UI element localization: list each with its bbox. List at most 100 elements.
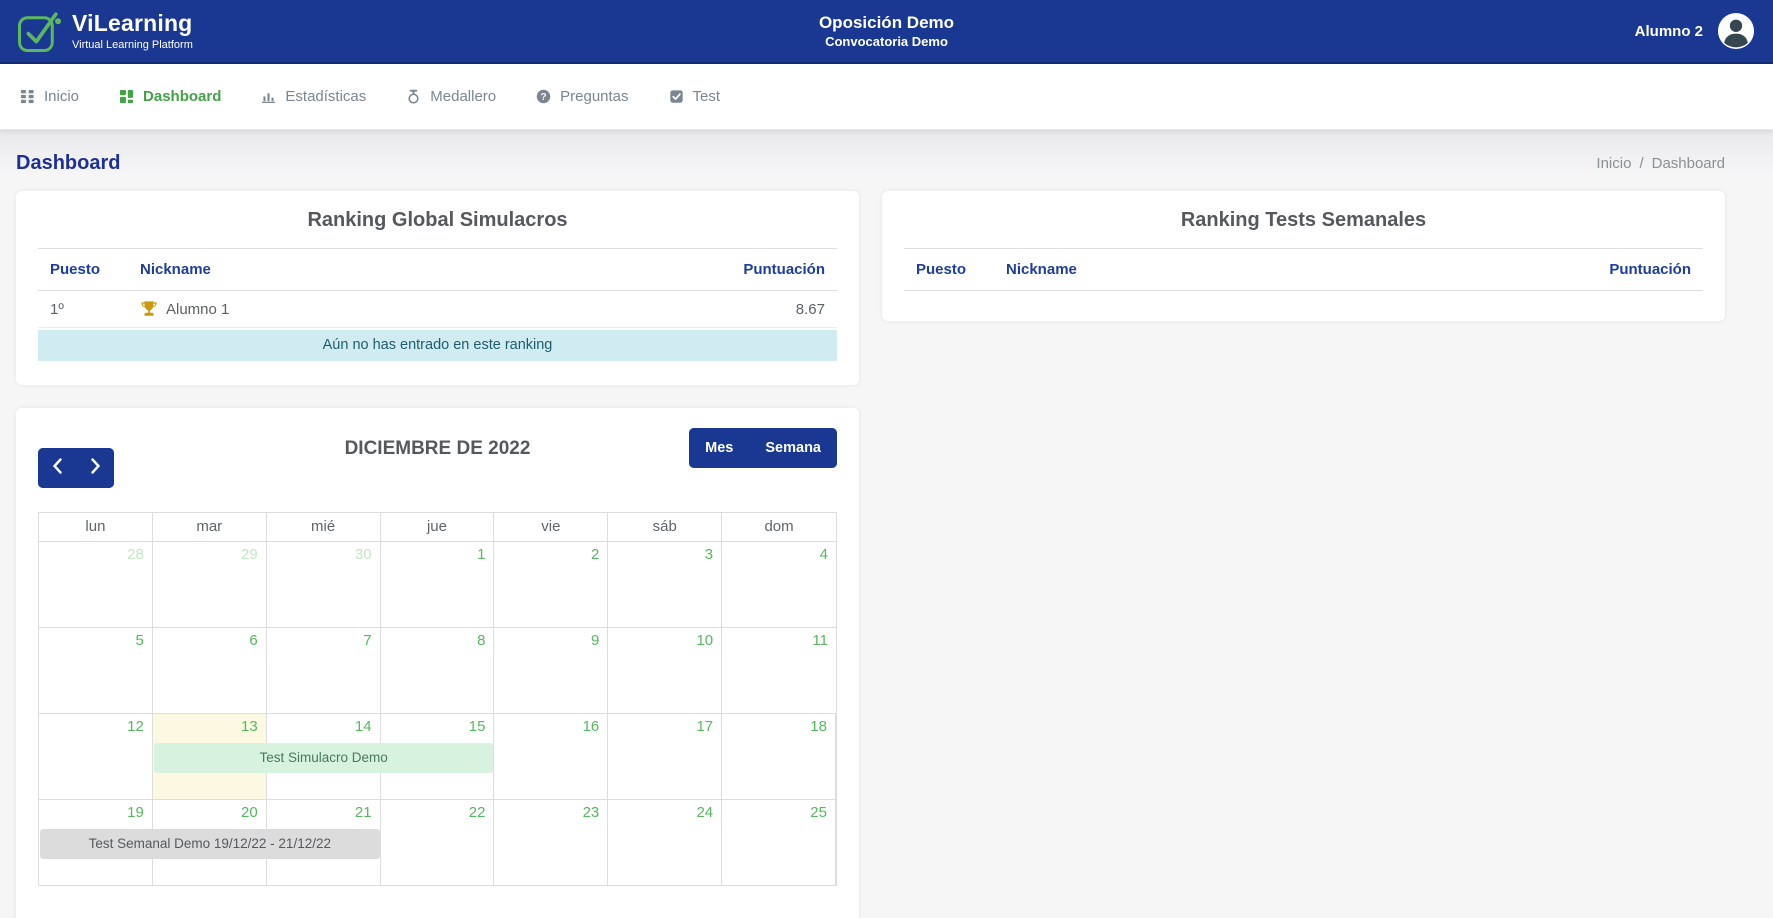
calendar-day-header: sáb [608,513,723,541]
user-name: Alumno 2 [1634,22,1703,40]
calendar-prev-button[interactable] [38,448,76,488]
breadcrumb-separator: / [1639,155,1644,172]
calendar-month-title: DICIEMBRE DE 2022 [344,438,531,459]
calendar-day-cell[interactable]: 10 [608,628,723,713]
ranking-global-title: Ranking Global Simulacros [307,209,568,231]
chevron-left-icon [52,458,63,478]
calendar-day-header: lun [39,513,153,541]
column-header-puesto: Puesto [904,248,994,291]
day-number: 2 [590,546,600,563]
breadcrumb-inicio[interactable]: Inicio [1596,155,1632,172]
puntuacion-cell: 8.67 [494,290,837,328]
nav-item-medallero[interactable]: Medallero [406,88,496,105]
calendar-day-cell[interactable]: 25 [722,800,836,885]
nav-item-dashboard[interactable]: Dashboard [119,88,221,105]
nickname-cell: Alumno 1 [128,290,495,328]
user-avatar-icon[interactable] [1717,12,1755,50]
day-number: 1 [477,546,486,563]
nav-item-preguntas[interactable]: ? Preguntas [536,88,629,105]
day-number: 7 [363,632,372,649]
table-row: 1º Alumno 1 8.67 [38,290,837,328]
nav-item-estadisticas[interactable]: Estadísticas [261,88,366,105]
day-number: 19 [127,804,144,821]
day-number: 6 [249,632,258,649]
check-square-icon [669,89,684,104]
day-number: 12 [127,718,144,735]
nav-item-label: Medallero [430,88,497,105]
calendar-day-cell[interactable]: 3 [608,542,723,627]
grid-icon [20,89,35,104]
calendar-week-row: 28 29 30 1 2 3 4 [39,541,836,627]
column-header-nickname: Nickname [994,248,1330,291]
day-number: 18 [810,718,827,735]
calendar-week-row: 12 13 14 15 16 17 18 Test Simulacro Demo [39,713,836,799]
nav-item-test[interactable]: Test [669,88,720,105]
calendar-day-cell[interactable]: 2 [494,542,609,627]
calendar-day-cell[interactable]: 23 [494,800,609,885]
calendar-event[interactable]: Test Simulacro Demo [153,743,494,773]
left-column: Ranking Global Simulacros Puesto Nicknam… [16,191,859,918]
calendar-day-cell[interactable]: 22 [381,800,495,885]
calendar-day-header: dom [764,518,794,535]
calendar-day-cell[interactable]: 30 [267,542,381,627]
day-number: 10 [696,632,714,649]
calendar-day-cell[interactable]: 29 [153,542,267,627]
calendar-toolbar: DICIEMBRE DE 2022 Mes Semana [38,408,837,488]
ranking-semanal-table: Puesto Nickname Puntuación [904,248,1703,291]
calendar-day-cell[interactable]: 6 [153,628,267,713]
calendar-day-cell[interactable]: 15 [381,714,495,799]
brand-tagline: Virtual Learning Platform [72,38,193,51]
calendar-week-row: 19 20 21 22 23 24 25 Test Semanal Demo 19/12/22… [39,799,836,885]
chevron-right-icon [90,458,101,478]
nav-item-inicio[interactable]: Inicio [20,88,79,105]
calendar-next-button[interactable] [76,448,114,488]
calendar-card: DICIEMBRE DE 2022 Mes Semana lun mar mié ju… [16,408,859,918]
ranking-semanal-title: Ranking Tests Semanales [1180,209,1427,231]
calendar-day-cell[interactable]: 28 [39,542,153,627]
user-area: Alumno 2 [1635,12,1755,50]
column-header-puesto: Puesto [38,248,128,291]
breadcrumb-dashboard: Dashboard [1651,155,1725,172]
day-number: 9 [590,632,600,649]
calendar-day-cell[interactable]: 4 [722,542,836,627]
calendar-day-header: mar [153,513,267,541]
right-column: Ranking Tests Semanales Puesto Nickname … [882,191,1725,321]
calendar-week-row: 5 6 7 8 9 10 11 [39,627,836,713]
calendar-event[interactable]: Test Semanal Demo 19/12/22 - 21/12/22 [40,829,380,859]
calendar-day-cell[interactable]: 11 [722,628,836,713]
puesto-cell: 1º [38,290,128,328]
calendar-day-cell[interactable]: 5 [39,628,153,713]
day-number: 4 [819,546,828,563]
day-number: 21 [354,804,372,821]
ranking-notice-banner: Aún no has entrado en este ranking [38,330,837,361]
day-number: 20 [241,804,258,821]
ranking-semanal-card: Ranking Tests Semanales Puesto Nickname … [882,191,1725,321]
calendar-day-cell[interactable]: 18 [722,714,836,799]
oposicion-title: Oposición Demo [818,13,955,32]
nav-item-label: Inicio [44,88,80,105]
nav-item-label: Dashboard [143,88,222,105]
day-number: 8 [477,632,486,649]
day-number: 28 [127,546,144,563]
calendar-day-cell[interactable]: 7 [267,628,381,713]
content-area: Dashboard Inicio / Dashboard Ranking Glo… [0,130,1773,918]
calendar-day-cell[interactable]: 24 [608,800,723,885]
calendar-view-month-button[interactable]: Mes [689,428,750,468]
brand[interactable]: ViLearning Virtual Learning Platform [16,8,193,54]
calendar-day-cell[interactable]: 16 [494,714,609,799]
top-header: ViLearning Virtual Learning Platform Opo… [0,0,1773,64]
calendar-view-week-button[interactable]: Semana [749,428,837,468]
nav-item-label: Preguntas [560,88,629,105]
ranking-global-card: Ranking Global Simulacros Puesto Nicknam… [16,191,859,385]
ranking-global-table: Puesto Nickname Puntuación 1º Alumno 1 8.6… [38,248,837,328]
day-number: 13 [241,718,258,735]
calendar-day-cell[interactable]: 12 [39,714,153,799]
calendar-day-cell[interactable]: 9 [494,628,609,713]
calendar-day-cell[interactable]: 8 [381,628,495,713]
calendar-day-cell[interactable]: 17 [608,714,723,799]
day-number: 29 [241,546,258,563]
calendar-day-cell[interactable]: 21 [267,800,381,885]
day-number: 16 [582,718,600,735]
column-header-puntuacion: Puntuación [1329,248,1703,291]
calendar-day-cell[interactable]: 1 [381,542,495,627]
